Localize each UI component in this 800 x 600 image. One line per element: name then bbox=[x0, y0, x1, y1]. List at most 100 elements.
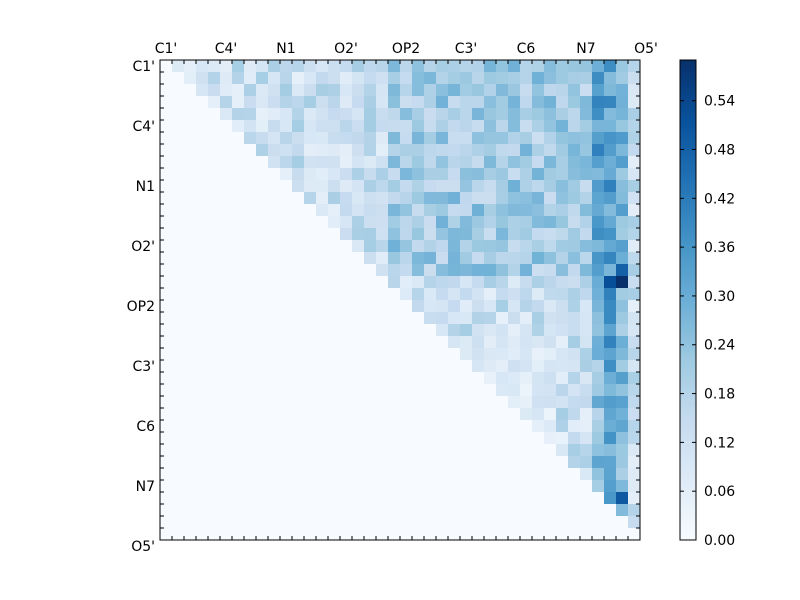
heatmap-cell bbox=[196, 516, 209, 529]
heatmap-cell bbox=[172, 192, 185, 205]
heatmap-cell bbox=[232, 144, 245, 157]
heatmap-cell bbox=[496, 516, 509, 529]
heatmap-cell bbox=[220, 84, 233, 97]
heatmap-cell bbox=[616, 240, 629, 253]
heatmap-cell bbox=[196, 132, 209, 145]
heatmap-cell bbox=[460, 276, 473, 289]
heatmap-cell bbox=[484, 288, 497, 301]
heatmap-cell bbox=[328, 120, 341, 133]
heatmap-cell bbox=[232, 180, 245, 193]
heatmap-cell bbox=[580, 516, 593, 529]
heatmap-cell bbox=[388, 60, 401, 73]
heatmap-cell bbox=[196, 336, 209, 349]
heatmap-cell bbox=[436, 408, 449, 421]
heatmap-cell bbox=[256, 192, 269, 205]
heatmap-cell bbox=[424, 432, 437, 445]
heatmap-cell bbox=[364, 456, 377, 469]
heatmap-cell bbox=[568, 276, 581, 289]
heatmap-cell bbox=[472, 516, 485, 529]
heatmap-cell bbox=[628, 180, 641, 193]
heatmap-cell bbox=[388, 108, 401, 121]
heatmap-cell bbox=[304, 180, 317, 193]
heatmap-cell bbox=[160, 96, 173, 109]
heatmap-cell bbox=[616, 276, 629, 289]
heatmap-cell bbox=[364, 432, 377, 445]
heatmap-cell bbox=[292, 252, 305, 265]
heatmap-cell bbox=[280, 96, 293, 109]
heatmap-cell bbox=[412, 84, 425, 97]
heatmap-cell bbox=[412, 312, 425, 325]
heatmap-cell bbox=[208, 288, 221, 301]
heatmap-cell bbox=[328, 84, 341, 97]
heatmap-cell bbox=[388, 180, 401, 193]
heatmap-cell bbox=[304, 204, 317, 217]
heatmap-cell bbox=[508, 516, 521, 529]
heatmap-cell bbox=[532, 192, 545, 205]
heatmap-cell bbox=[316, 120, 329, 133]
heatmap-cell bbox=[376, 204, 389, 217]
heatmap-cell bbox=[256, 72, 269, 85]
heatmap-cell bbox=[544, 408, 557, 421]
heatmap-cell bbox=[292, 300, 305, 313]
heatmap-cell bbox=[412, 360, 425, 373]
heatmap-cell bbox=[532, 120, 545, 133]
heatmap-cell bbox=[604, 192, 617, 205]
heatmap-cell bbox=[616, 84, 629, 97]
heatmap-cell bbox=[352, 228, 365, 241]
heatmap-cell bbox=[472, 420, 485, 433]
heatmap-cell bbox=[172, 348, 185, 361]
heatmap-cell bbox=[472, 432, 485, 445]
heatmap-cell bbox=[316, 372, 329, 385]
heatmap-cell bbox=[508, 156, 521, 169]
heatmap-cell bbox=[364, 264, 377, 277]
heatmap-cell bbox=[628, 396, 641, 409]
heatmap-cell bbox=[592, 384, 605, 397]
heatmap-cell bbox=[520, 456, 533, 469]
heatmap-cell bbox=[376, 420, 389, 433]
heatmap-cell bbox=[160, 144, 173, 157]
heatmap-cell bbox=[568, 504, 581, 517]
heatmap-cell bbox=[388, 168, 401, 181]
heatmap-cell bbox=[484, 204, 497, 217]
heatmap-cell bbox=[484, 456, 497, 469]
heatmap-cell bbox=[364, 216, 377, 229]
heatmap-cell bbox=[544, 468, 557, 481]
heatmap-cell bbox=[568, 444, 581, 457]
heatmap-cell bbox=[616, 192, 629, 205]
heatmap-cell bbox=[328, 192, 341, 205]
y-tick-label: C1' bbox=[132, 59, 155, 75]
heatmap-cell bbox=[172, 144, 185, 157]
heatmap-cell bbox=[448, 228, 461, 241]
heatmap-cell bbox=[292, 180, 305, 193]
heatmap-cell bbox=[232, 324, 245, 337]
heatmap-cell bbox=[184, 132, 197, 145]
heatmap-cell bbox=[340, 408, 353, 421]
heatmap-cell bbox=[208, 528, 221, 541]
heatmap-cell bbox=[544, 360, 557, 373]
heatmap-cell bbox=[352, 60, 365, 73]
heatmap-cell bbox=[436, 216, 449, 229]
heatmap-cell bbox=[316, 468, 329, 481]
heatmap-cell bbox=[304, 420, 317, 433]
heatmap-cell bbox=[232, 108, 245, 121]
heatmap-cell bbox=[436, 492, 449, 505]
heatmap-cell bbox=[592, 360, 605, 373]
heatmap-cell bbox=[556, 444, 569, 457]
heatmap-cell bbox=[280, 204, 293, 217]
heatmap-cell bbox=[316, 408, 329, 421]
heatmap-cell bbox=[352, 492, 365, 505]
heatmap-cell bbox=[232, 252, 245, 265]
heatmap-cell bbox=[244, 60, 257, 73]
heatmap-cell bbox=[460, 120, 473, 133]
heatmap-cell bbox=[160, 252, 173, 265]
heatmap-cell bbox=[328, 492, 341, 505]
heatmap-cell bbox=[556, 108, 569, 121]
heatmap-cell bbox=[244, 216, 257, 229]
heatmap-cell bbox=[532, 324, 545, 337]
heatmap-cell bbox=[580, 204, 593, 217]
heatmap-cell bbox=[448, 324, 461, 337]
heatmap-cell bbox=[160, 324, 173, 337]
heatmap-cell bbox=[172, 252, 185, 265]
heatmap-cell bbox=[568, 384, 581, 397]
heatmap-cell bbox=[256, 492, 269, 505]
